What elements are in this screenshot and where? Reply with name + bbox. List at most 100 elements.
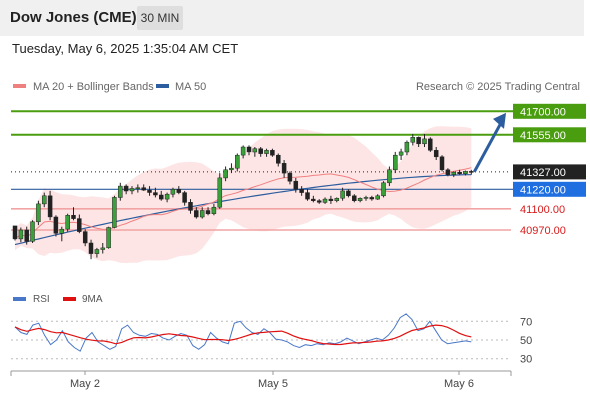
candle-body — [59, 228, 65, 234]
ma20-line — [14, 167, 472, 240]
rsi-legend-swatch — [13, 297, 26, 301]
x-axis-labels: May 2 May 5 May 6 — [70, 371, 474, 390]
candle-body — [469, 171, 474, 173]
candle-body — [123, 185, 129, 192]
candle-body — [445, 169, 451, 175]
candle-body — [264, 150, 269, 154]
candle-body — [94, 249, 100, 254]
price-tag-label: 41555.00 — [520, 130, 566, 142]
price-levels — [11, 110, 516, 231]
candle-body — [457, 171, 462, 175]
candle-body — [24, 229, 29, 242]
x-axis-label: May 6 — [444, 378, 474, 390]
rsi-ma-line — [14, 324, 472, 346]
candle-body — [439, 156, 445, 171]
bollinger-bands — [15, 126, 472, 264]
candle-body — [293, 180, 299, 190]
candle-body — [235, 154, 240, 169]
candle-body — [199, 210, 205, 218]
candle-body — [135, 187, 141, 189]
price-tag-box — [513, 164, 586, 180]
candle-body — [112, 197, 117, 228]
candle-body — [240, 146, 246, 156]
candle-body — [387, 169, 392, 184]
candle-body — [334, 198, 340, 201]
candle-body — [141, 187, 146, 191]
candle-body — [258, 148, 263, 154]
candle-body — [322, 198, 328, 203]
candle-body — [71, 215, 76, 219]
candle-body — [100, 247, 106, 250]
candle-body — [118, 185, 123, 198]
candle-body — [65, 215, 70, 230]
candle-body — [346, 190, 351, 197]
candle-body — [106, 227, 111, 249]
candle-body — [305, 192, 310, 200]
rsi-legend-label: RSI — [33, 294, 50, 305]
rsi-line — [14, 313, 472, 352]
candle-body — [217, 177, 223, 208]
candle-body — [129, 188, 135, 192]
candle-body — [53, 216, 59, 234]
price-tags: 41700.00 41555.00 41327.00 41220.00 41100.00… — [513, 103, 586, 237]
price-tag-label: 40970.00 — [520, 225, 566, 237]
price-tag-box — [513, 181, 586, 197]
rsi-tick-label: 50 — [520, 335, 532, 347]
candle-body — [36, 203, 41, 223]
candle-body — [88, 242, 94, 254]
timeframe-badge[interactable]: 30 MIN — [137, 6, 183, 30]
candle-body — [194, 210, 199, 218]
candle-body — [182, 192, 187, 203]
candle-body — [398, 151, 404, 156]
rsi-panel: 70 50 30 — [11, 313, 532, 366]
candle-body — [316, 200, 322, 203]
ma20-legend-swatch — [13, 84, 26, 88]
candle-body — [357, 198, 363, 201]
price-tag-box — [513, 127, 586, 143]
price-tag-label: 41220.00 — [520, 184, 566, 196]
rsi-ma-legend-swatch — [63, 297, 76, 301]
candle-body — [47, 195, 53, 218]
price-tag-label: 41100.00 — [520, 204, 565, 216]
rsi-tick-label: 30 — [520, 354, 532, 366]
credit-text: Research © 2025 Trading Central — [416, 81, 580, 93]
candle-body — [252, 148, 258, 153]
candle-body — [205, 210, 211, 215]
candle-body — [404, 141, 410, 153]
candle-body — [375, 195, 380, 200]
candle-body — [77, 218, 82, 232]
bollinger-band-area — [15, 126, 472, 264]
candle-body — [299, 189, 304, 193]
candle-body — [340, 190, 345, 199]
candle-body — [188, 202, 193, 211]
instrument-title: Dow Jones (CME) — [10, 9, 137, 26]
candle-body — [18, 229, 24, 240]
forecast-arrow-head — [493, 112, 506, 129]
price-tag-label: 41327.00 — [520, 167, 566, 179]
candle-body — [246, 146, 252, 153]
candle-body — [381, 182, 386, 197]
candle-body — [416, 137, 421, 145]
candle-body — [159, 194, 164, 200]
forecast-arrow — [472, 112, 506, 173]
price-tag-label: 41700.00 — [520, 106, 566, 118]
candle-body — [82, 231, 88, 244]
candle-body — [422, 138, 427, 145]
forecast-arrow-shaft — [472, 122, 503, 173]
candle-body — [328, 198, 334, 201]
candle-body — [42, 195, 47, 205]
candle-body — [451, 171, 457, 175]
candle-body — [410, 137, 416, 143]
candle-body — [211, 206, 217, 214]
x-axis-label: May 2 — [70, 378, 100, 390]
ma50-legend-swatch — [156, 84, 169, 88]
candle-body — [363, 197, 369, 199]
candle-body — [12, 225, 18, 240]
rsi-tick-label: 70 — [520, 316, 532, 328]
candlesticks — [12, 134, 474, 260]
header-bar: Dow Jones (CME) 30 MIN — [0, 0, 584, 36]
candle-body — [463, 171, 468, 175]
candle-body — [287, 172, 293, 182]
candle-body — [164, 193, 170, 200]
